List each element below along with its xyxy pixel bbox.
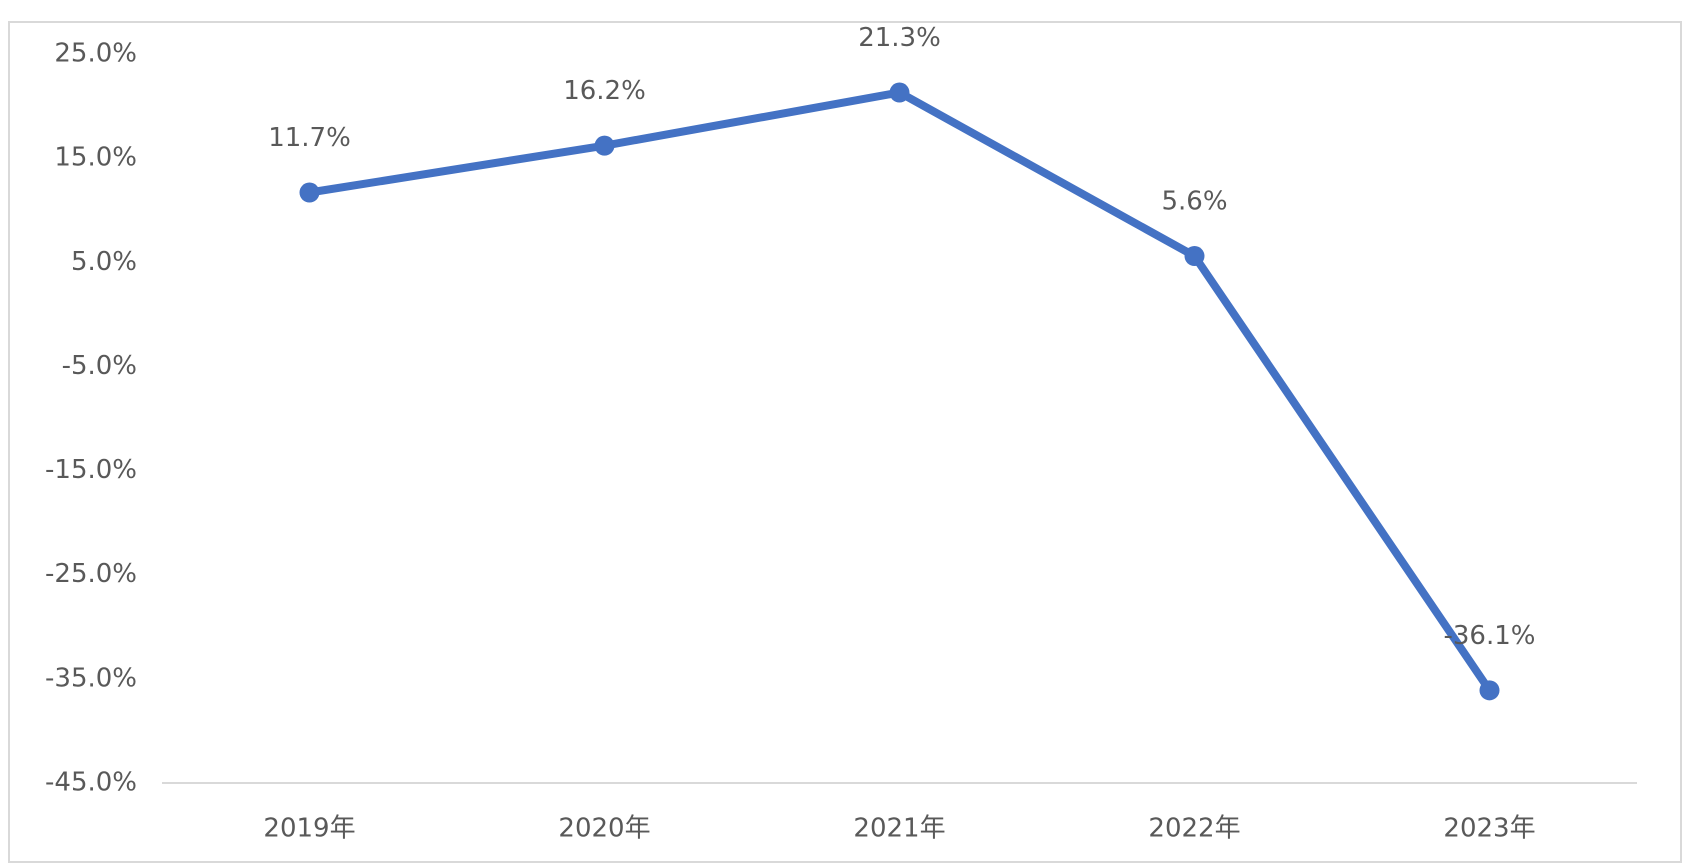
y-tick-label: 5.0%	[71, 247, 137, 277]
data-label: 16.2%	[563, 76, 646, 106]
data-label: 5.6%	[1161, 187, 1227, 217]
y-tick-label: -45.0%	[45, 768, 137, 798]
marker	[594, 135, 615, 156]
x-tick-label: 2019年	[263, 814, 355, 844]
x-tick-label: 2020年	[558, 814, 650, 844]
marker	[1479, 680, 1500, 701]
x-tick-label: 2022年	[1148, 814, 1240, 844]
x-tick-label: 2023年	[1443, 814, 1535, 844]
y-tick-label: -5.0%	[62, 351, 137, 381]
y-tick-label: -35.0%	[45, 663, 137, 693]
y-tick-label: -15.0%	[45, 455, 137, 485]
chart-border	[8, 21, 1682, 863]
marker	[889, 82, 910, 103]
x-tick-label: 2021年	[853, 814, 945, 844]
marker	[299, 182, 320, 203]
marker	[1184, 246, 1205, 267]
data-label: 11.7%	[268, 123, 351, 153]
y-tick-label: -25.0%	[45, 559, 137, 589]
y-tick-label: 25.0%	[54, 39, 137, 69]
y-tick-label: 15.0%	[54, 143, 137, 173]
data-label: -36.1%	[1444, 621, 1536, 651]
data-label: 21.3%	[858, 23, 941, 53]
